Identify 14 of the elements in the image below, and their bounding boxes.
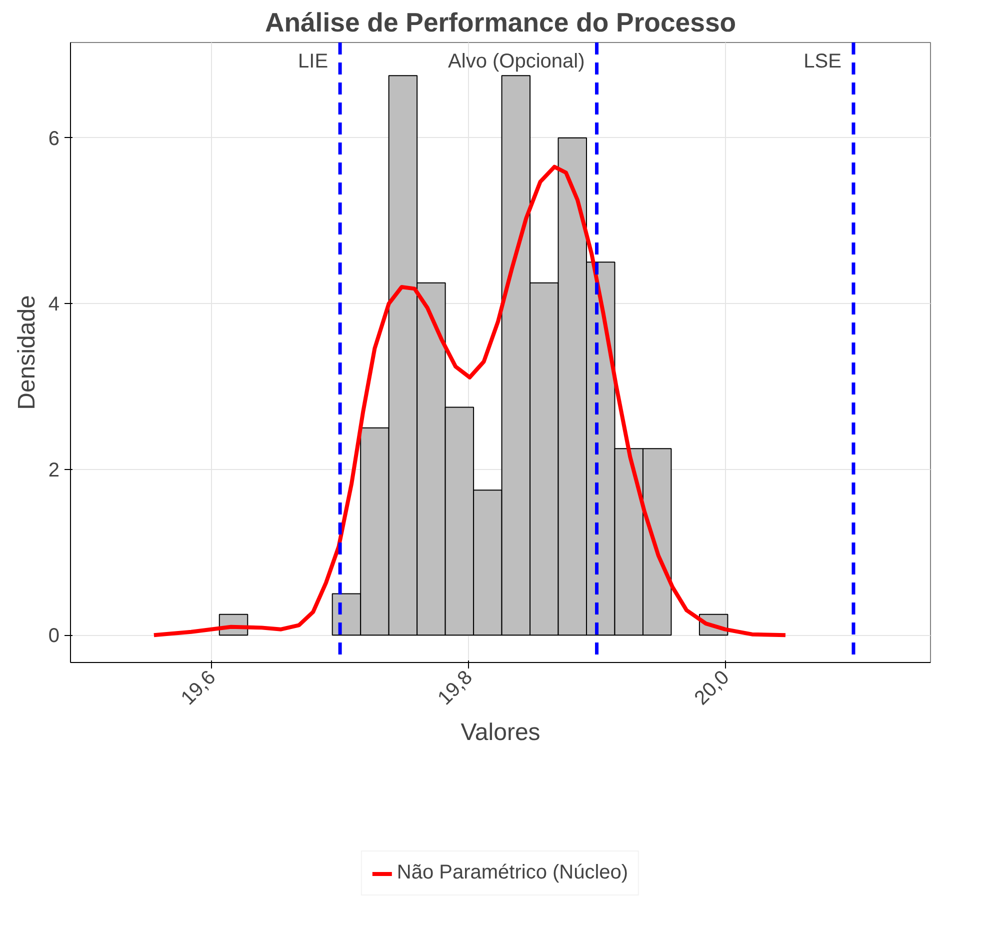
ref-line-label: LSE bbox=[804, 50, 842, 72]
y-tick-label: 2 bbox=[48, 459, 60, 482]
chart-title: Análise de Performance do Processo bbox=[264, 8, 736, 38]
ref-line-label: Alvo (Opcional) bbox=[448, 50, 585, 72]
line-series bbox=[152, 164, 788, 638]
y-tick-label: 6 bbox=[48, 128, 60, 150]
y-axis-title: Densidade bbox=[13, 295, 40, 410]
x-tick-label: 19,6 bbox=[177, 666, 220, 710]
x-axis-title: Valores bbox=[460, 718, 540, 746]
y-tick-label: 0 bbox=[48, 625, 60, 648]
ref-line-label: LIE bbox=[298, 50, 328, 72]
x-tick-label: 19,8 bbox=[434, 666, 477, 710]
y-tick-label: 4 bbox=[48, 294, 60, 316]
legend-label: Não Paramétrico (Núcleo) bbox=[396, 862, 628, 885]
